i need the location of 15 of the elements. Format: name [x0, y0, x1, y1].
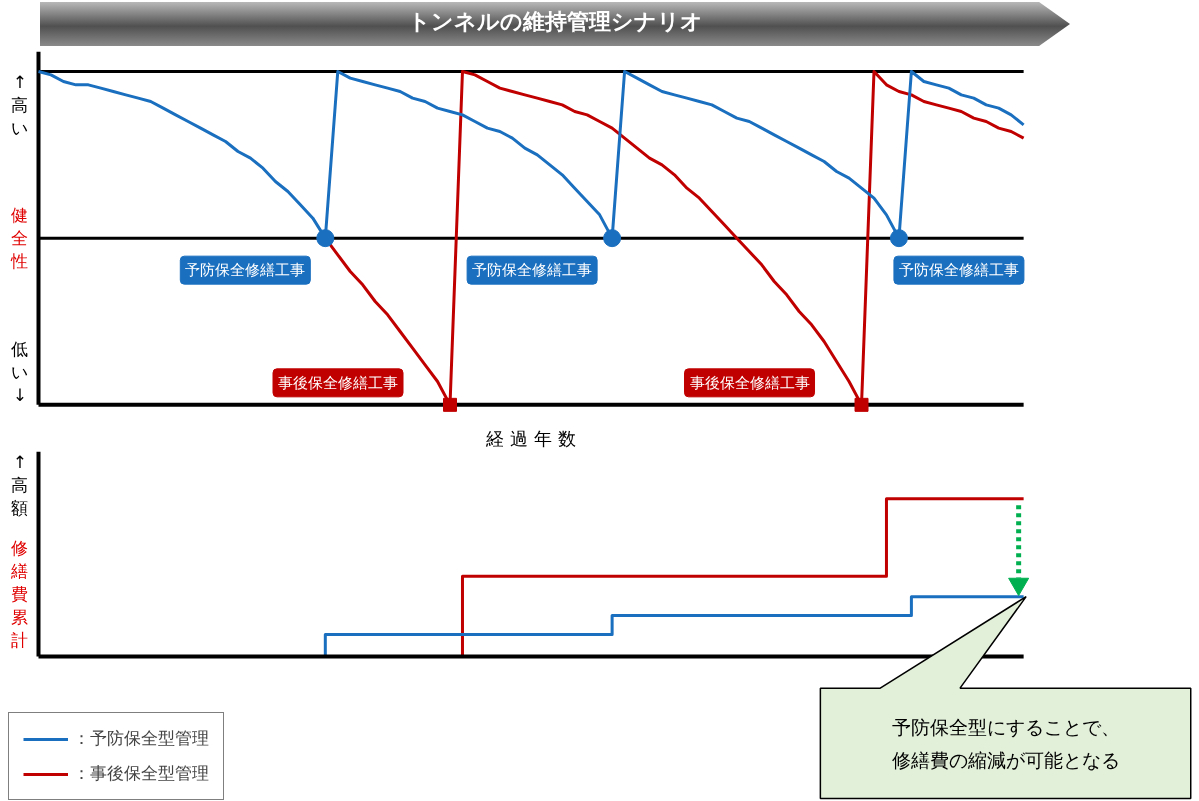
- legend-label: ：事後保全型管理: [73, 762, 209, 785]
- text: 低い↓: [11, 338, 29, 405]
- chart-title: トンネルの維持管理シナリオ: [407, 8, 703, 36]
- annotation: 予防保全修繕工事: [898, 261, 1019, 280]
- text: 予防保全型にすることで、修繕費の縮減が可能となる: [891, 715, 1120, 771]
- y-axis-title: 修繕費累計: [10, 537, 29, 650]
- annotation: 予防保全修繕工事: [185, 261, 306, 280]
- annotation: 事後保全修繕工事: [689, 373, 810, 392]
- annotation: 予防保全修繕工事: [472, 261, 593, 280]
- legend-label: ：予防保全型管理: [73, 727, 209, 750]
- x-axis-title: 経 過 年 数: [485, 427, 576, 449]
- annotation: 事後保全修繕工事: [278, 373, 399, 392]
- text: ↑高い: [11, 71, 29, 138]
- y-axis-title: 健全性: [10, 205, 29, 272]
- text: ↑高額: [11, 451, 29, 518]
